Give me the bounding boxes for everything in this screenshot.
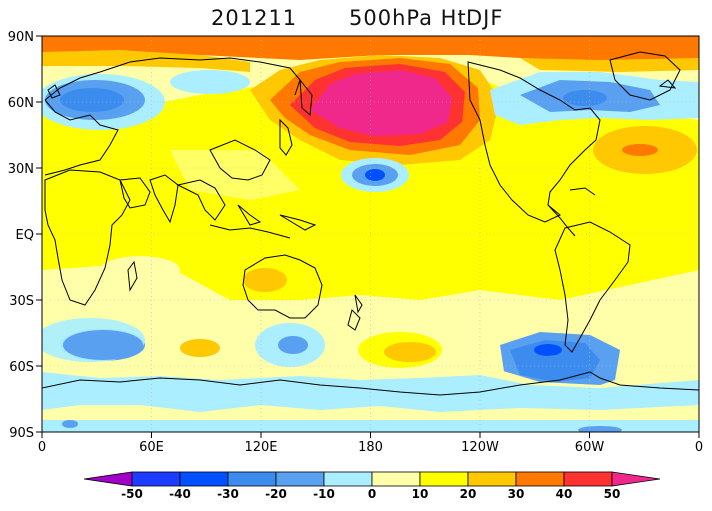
colorbar-label: -40 [169,487,191,501]
coastlines [42,51,699,396]
colorbar-swatch [515,471,565,487]
lat-label-60n: 60N [8,96,34,111]
lon-label-0: 0 [38,440,46,455]
colorbar-swatch-high [611,471,661,487]
colorbar-swatch [227,471,277,487]
colorbar-label: 20 [460,487,477,501]
colorbar-swatch-low [83,471,133,487]
colorbar-swatch [131,471,181,487]
lat-label-30n: 30N [8,162,34,177]
lon-label-180: 180 [358,440,383,455]
colorbar-swatch [419,471,469,487]
chart-title: 201211 500hPa Ht DJF [0,2,712,32]
lon-label-120e: 120E [244,440,277,455]
colorbar-swatch [563,471,613,487]
colorbar-label: -20 [265,487,287,501]
colorbar-label: -30 [217,487,239,501]
colorbar-swatch [179,471,229,487]
title-season: DJF [466,6,504,30]
colorbar-label: -50 [121,487,143,501]
colorbar: -50 -40 -30 -20 -10 0 10 20 30 40 50 [83,471,661,501]
anomaly-field [42,36,699,432]
colorbar-swatch [371,471,421,487]
colorbar-label: -10 [313,487,335,501]
lat-label-90n: 90N [8,30,34,45]
lat-label-eq: EQ [16,228,34,243]
colorbar-label: 10 [412,487,429,501]
lat-label-30s: 30S [9,294,34,309]
lon-label-60e: 60E [139,440,164,455]
lon-label-60w: 60W [575,440,605,455]
title-date: 201211 [211,6,298,30]
title-variable: 500hPa Ht [349,6,467,30]
colorbar-label: 0 [368,487,376,501]
colorbar-swatch [275,471,325,487]
colorbar-swatch [323,471,373,487]
lat-label-90s: 90S [9,426,34,441]
colorbar-label: 30 [508,487,525,501]
lon-label-120w: 120W [461,440,499,455]
colorbar-swatch [467,471,517,487]
colorbar-label: 50 [604,487,621,501]
colorbar-label: 40 [556,487,573,501]
lon-label-0-east: 0 [695,440,703,455]
lat-label-60s: 60S [9,360,34,375]
